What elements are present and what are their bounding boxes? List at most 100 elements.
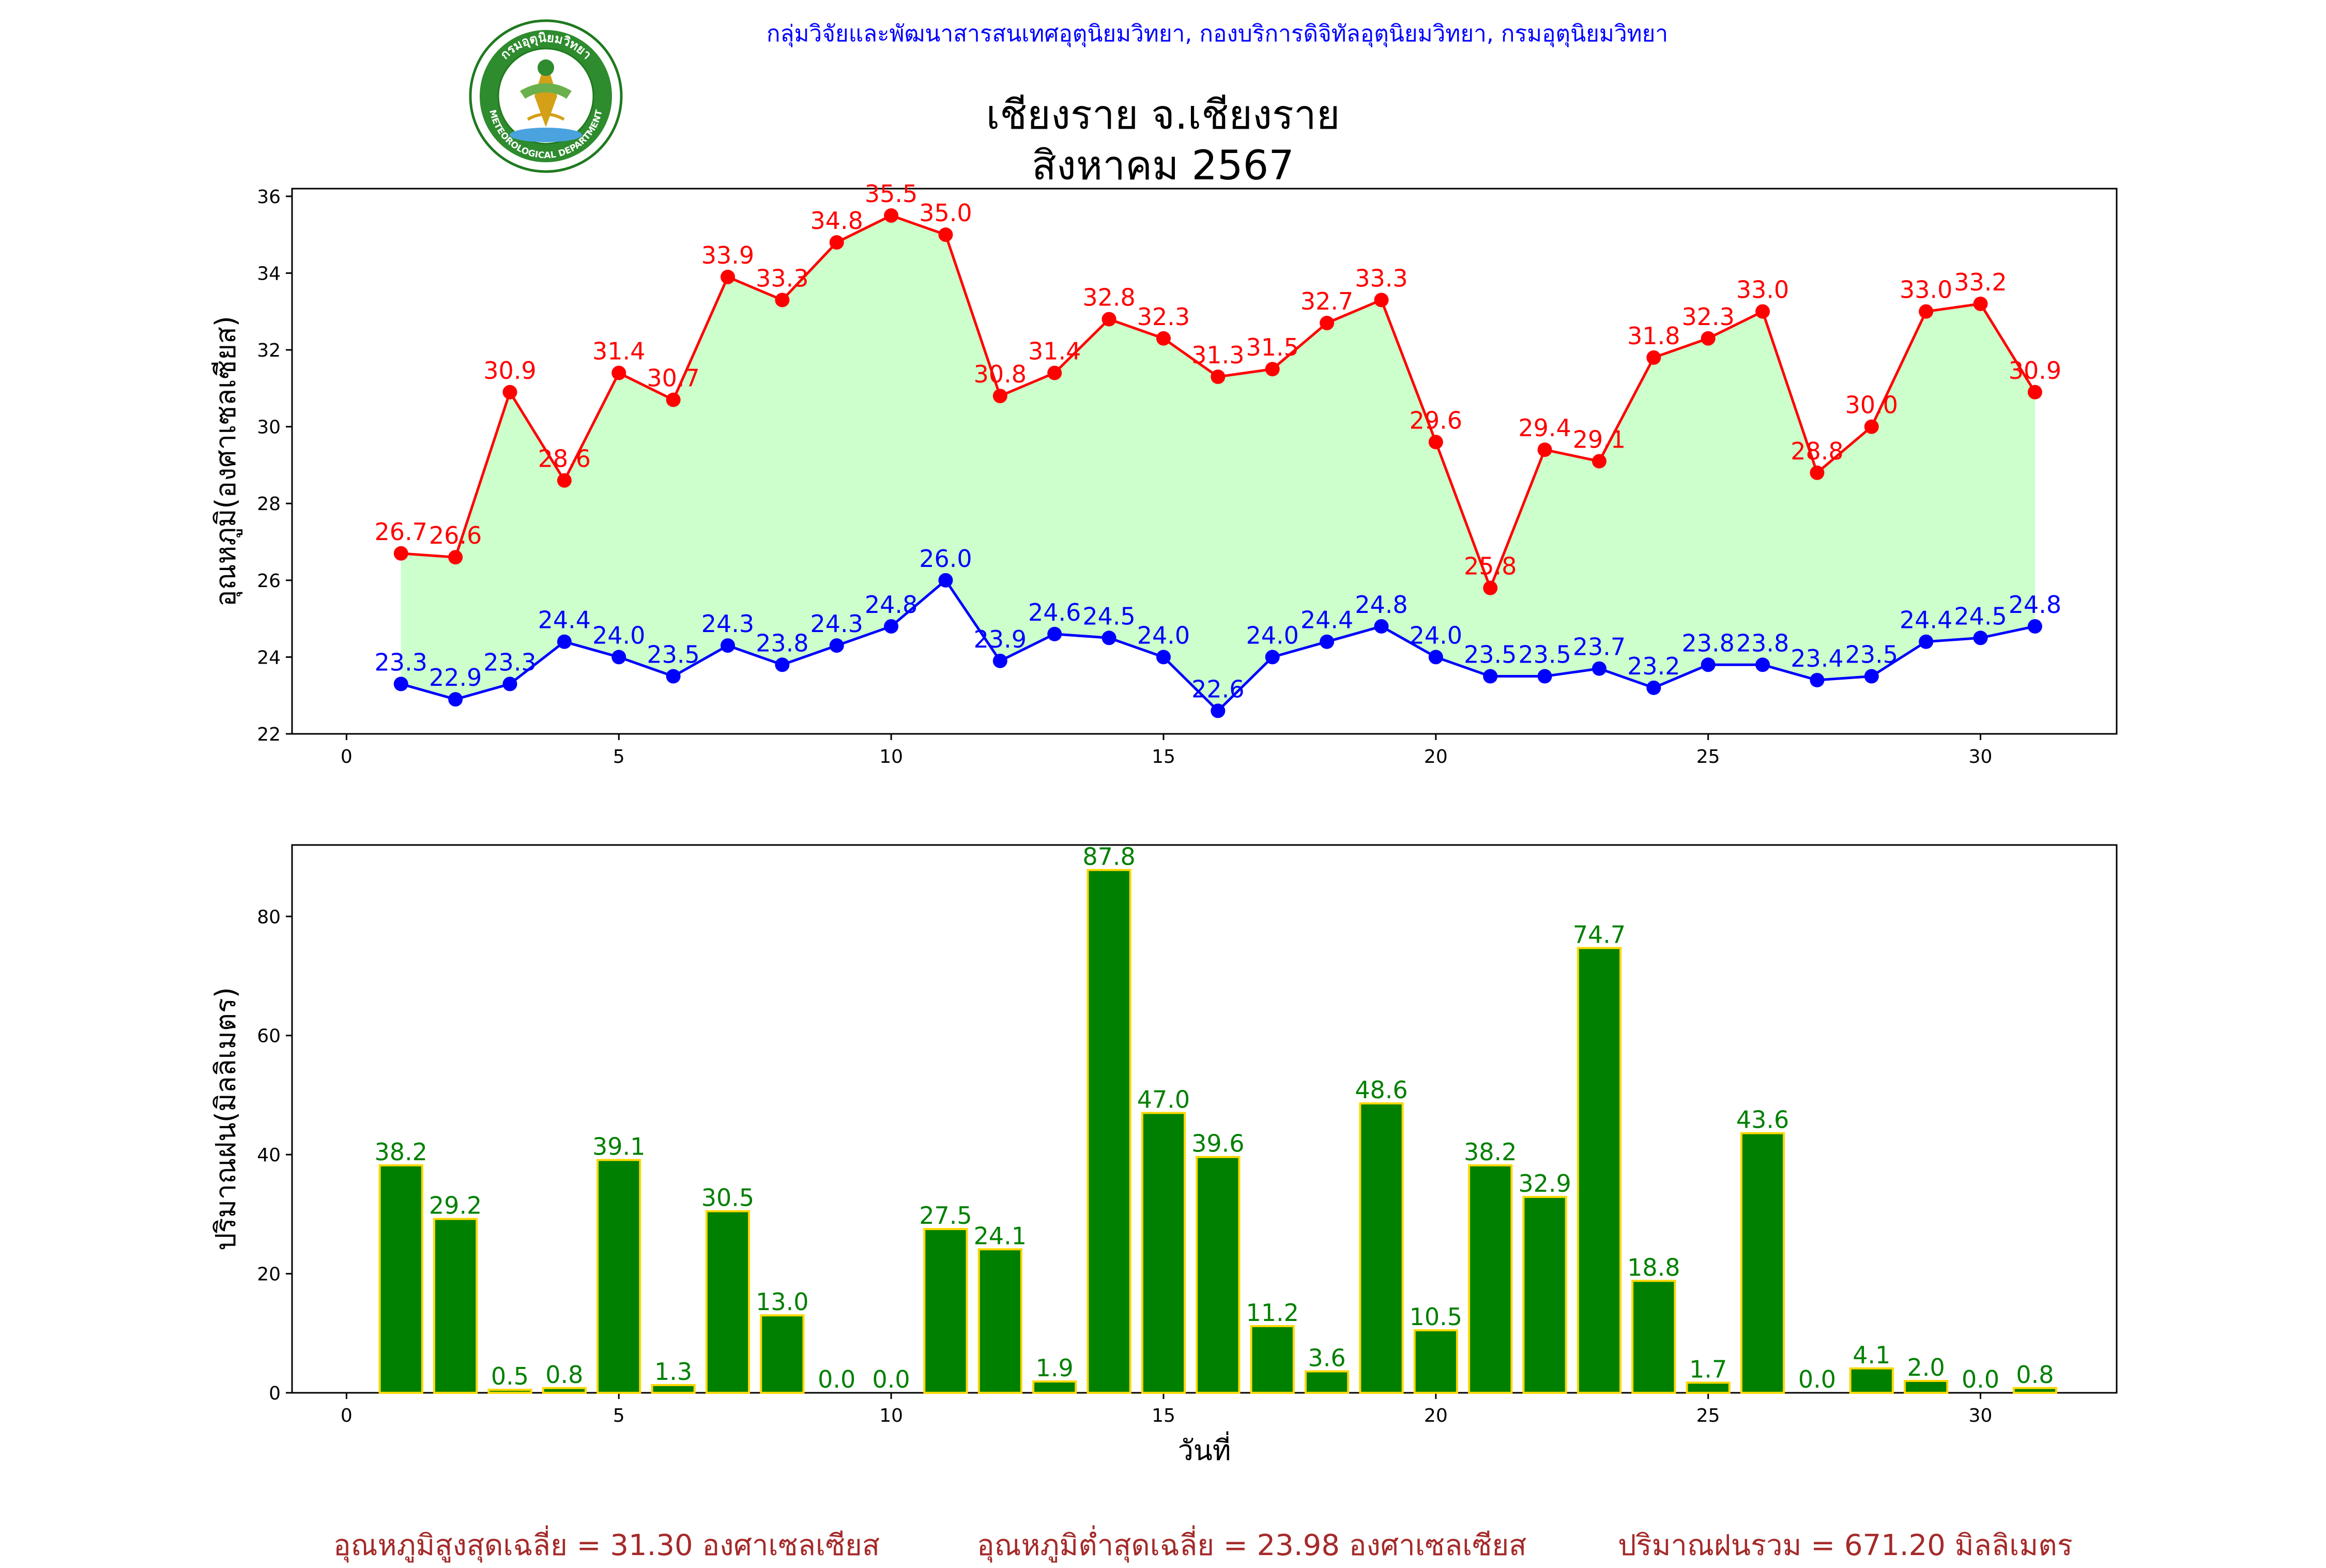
- point-max-temp: [1973, 296, 1988, 311]
- rain-bar: [487, 1389, 532, 1394]
- data-label-min-temp: 23.8: [1681, 629, 1734, 657]
- data-label-max-temp: 30.8: [974, 360, 1027, 388]
- data-label-min-temp: 24.6: [1028, 598, 1081, 626]
- rain-bar: [2012, 1387, 2058, 1394]
- data-label-rain: 48.6: [1355, 1076, 1407, 1104]
- data-label-rain: 1.7: [1689, 1355, 1727, 1383]
- data-label-min-temp: 24.8: [2009, 591, 2061, 619]
- rain-bar: [705, 1210, 751, 1394]
- rain-bar: [1359, 1102, 1404, 1394]
- point-min-temp: [1973, 631, 1988, 645]
- point-max-temp: [448, 550, 463, 565]
- temperature-range-fill: [401, 216, 2035, 711]
- point-max-temp: [1755, 304, 1770, 319]
- data-label-min-temp: 22.6: [1191, 675, 1244, 703]
- data-label-min-temp: 24.0: [1410, 621, 1462, 649]
- point-max-temp: [1701, 331, 1716, 346]
- point-min-temp: [1810, 672, 1825, 687]
- x-tick-label: 25: [1696, 746, 1720, 767]
- y-axis-title: อุณหภูมิ(องศาเซลเซียส): [209, 316, 243, 607]
- y-tick-label: 60: [257, 1026, 281, 1047]
- data-label-min-temp: 23.8: [756, 629, 808, 657]
- data-label-rain: 0.0: [1962, 1365, 1999, 1393]
- chart-title-station: เชียงราย จ.เชียงราย: [986, 92, 1340, 139]
- data-label-rain: 27.5: [919, 1202, 972, 1229]
- point-min-temp: [884, 619, 899, 634]
- data-label-max-temp: 33.9: [701, 241, 754, 269]
- data-label-max-temp: 34.8: [810, 207, 863, 235]
- point-min-temp: [1156, 650, 1171, 665]
- data-label-rain: 38.2: [375, 1138, 427, 1166]
- x-tick-label: 5: [613, 746, 625, 767]
- temperature-panel: 0 5 10 15 20 25 30 22 24 26 28 30 32 34 36 อุณหภูมิ(องศ…: [209, 180, 2118, 767]
- data-label-min-temp: 24.0: [1137, 621, 1190, 649]
- point-max-temp: [1428, 435, 1443, 450]
- data-label-min-temp: 24.4: [1900, 606, 1952, 634]
- data-label-min-temp: 24.5: [1082, 602, 1135, 630]
- point-min-temp: [1047, 626, 1062, 641]
- data-label-rain: 0.0: [818, 1365, 855, 1393]
- data-label-max-temp: 30.9: [483, 357, 536, 385]
- point-min-temp: [1101, 631, 1116, 645]
- data-label-min-temp: 24.4: [538, 606, 591, 634]
- x-tick-label: 10: [879, 746, 903, 767]
- rain-bar: [977, 1248, 1022, 1394]
- data-label-min-temp: 24.0: [592, 621, 645, 649]
- point-min-temp: [1428, 650, 1443, 665]
- point-max-temp: [502, 385, 517, 399]
- data-label-rain: 10.5: [1410, 1303, 1462, 1331]
- data-label-max-temp: 33.3: [1355, 264, 1407, 292]
- point-min-temp: [2027, 619, 2042, 634]
- rain-bar: [596, 1159, 641, 1394]
- data-label-min-temp: 24.8: [865, 591, 917, 619]
- data-label-min-temp: 23.5: [1464, 641, 1517, 669]
- point-min-temp: [557, 634, 572, 649]
- data-label-max-temp: 30.7: [647, 364, 699, 392]
- x-tick-label: 10: [879, 1405, 903, 1426]
- x-tick-label: 30: [1969, 746, 1993, 767]
- data-label-max-temp: 31.3: [1191, 341, 1244, 369]
- point-min-temp: [1320, 634, 1335, 649]
- point-max-temp: [1864, 419, 1879, 434]
- data-label-rain: 74.7: [1573, 920, 1626, 948]
- y-tick-label: 24: [257, 647, 281, 668]
- point-max-temp: [829, 235, 844, 250]
- rain-bar: [760, 1314, 805, 1394]
- data-label-min-temp: 23.2: [1627, 652, 1680, 680]
- data-label-max-temp: 31.4: [1028, 337, 1081, 365]
- point-min-temp: [829, 638, 844, 653]
- x-tick-label: 0: [341, 1405, 353, 1426]
- data-label-min-temp: 23.5: [647, 641, 699, 669]
- data-label-max-temp: 29.6: [1410, 406, 1462, 434]
- y-tick-label: 40: [257, 1145, 281, 1166]
- data-label-min-temp: 24.4: [1300, 606, 1353, 634]
- point-min-temp: [1646, 680, 1661, 695]
- data-label-max-temp: 32.8: [1082, 284, 1135, 312]
- x-tick-label: 25: [1696, 1405, 1720, 1426]
- data-label-rain: 1.9: [1036, 1354, 1074, 1382]
- data-label-rain: 11.2: [1246, 1299, 1299, 1327]
- point-min-temp: [1211, 703, 1226, 718]
- point-min-temp: [720, 638, 735, 653]
- rain-bar: [1250, 1325, 1295, 1394]
- point-min-temp: [448, 692, 463, 707]
- data-label-rain: 13.0: [756, 1288, 808, 1316]
- point-max-temp: [1156, 331, 1171, 346]
- data-label-rain: 43.6: [1736, 1106, 1789, 1134]
- y-tick-label: 30: [257, 417, 281, 438]
- data-label-rain: 0.8: [2016, 1361, 2054, 1389]
- data-label-rain: 2.0: [1907, 1354, 1945, 1381]
- point-min-temp: [1592, 661, 1606, 676]
- point-min-temp: [393, 677, 408, 691]
- data-label-min-temp: 24.3: [701, 610, 754, 638]
- data-label-rain: 32.9: [1518, 1170, 1571, 1197]
- data-label-max-temp: 32.7: [1300, 287, 1353, 315]
- data-label-rain: 4.1: [1853, 1341, 1890, 1369]
- y-tick-label: 28: [257, 494, 281, 515]
- data-label-min-temp: 24.0: [1246, 621, 1299, 649]
- data-label-min-temp: 23.8: [1736, 629, 1789, 657]
- data-label-max-temp: 31.4: [592, 337, 645, 365]
- point-max-temp: [720, 269, 735, 284]
- data-label-rain: 1.3: [654, 1358, 692, 1386]
